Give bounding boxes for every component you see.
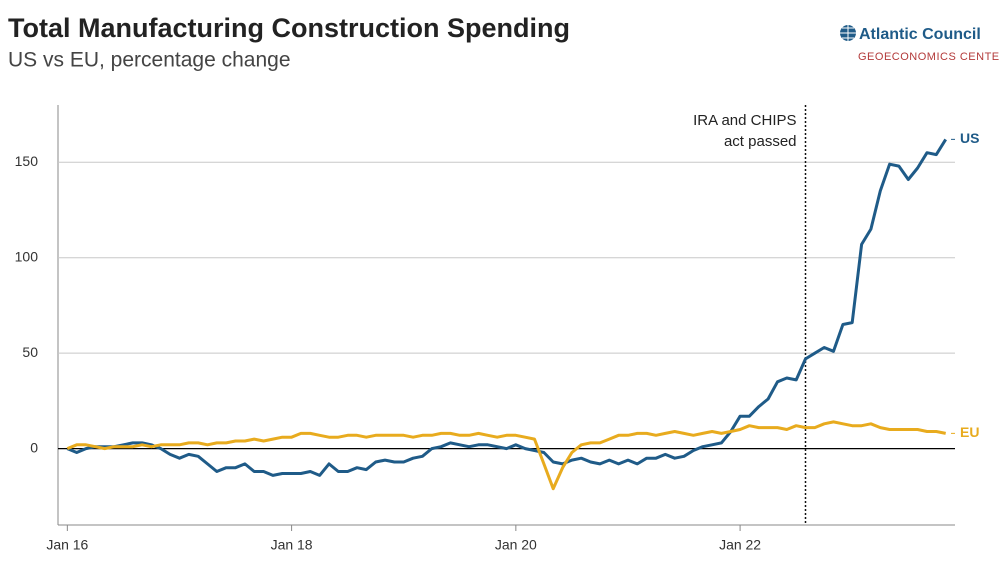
x-tick-label: Jan 20: [495, 537, 537, 553]
annotation-text: act passed: [724, 133, 797, 150]
y-tick-label: 0: [30, 439, 38, 455]
x-tick-label: Jan 22: [719, 537, 761, 553]
y-tick-label: 150: [15, 153, 39, 169]
brand-unit: GEOECONOMICS CENTER: [858, 51, 1000, 63]
annotation-text: IRA and CHIPS: [693, 112, 796, 129]
x-tick-label: Jan 18: [271, 537, 313, 553]
series-line: [66, 138, 947, 477]
chart-subtitle: US vs EU, percentage change: [8, 49, 291, 72]
legend-label: EU: [960, 424, 979, 440]
chart-title: Total Manufacturing Construction Spendin…: [8, 13, 570, 43]
legend-label: US: [960, 130, 979, 146]
y-tick-label: 100: [15, 248, 39, 264]
y-tick-label: 50: [22, 344, 38, 360]
brand-name: Atlantic Council: [859, 26, 981, 43]
x-tick-label: Jan 16: [46, 537, 88, 553]
logo: Atlantic Council GEOECONOMICS CENTER: [840, 25, 1000, 63]
series-line: [66, 420, 946, 491]
